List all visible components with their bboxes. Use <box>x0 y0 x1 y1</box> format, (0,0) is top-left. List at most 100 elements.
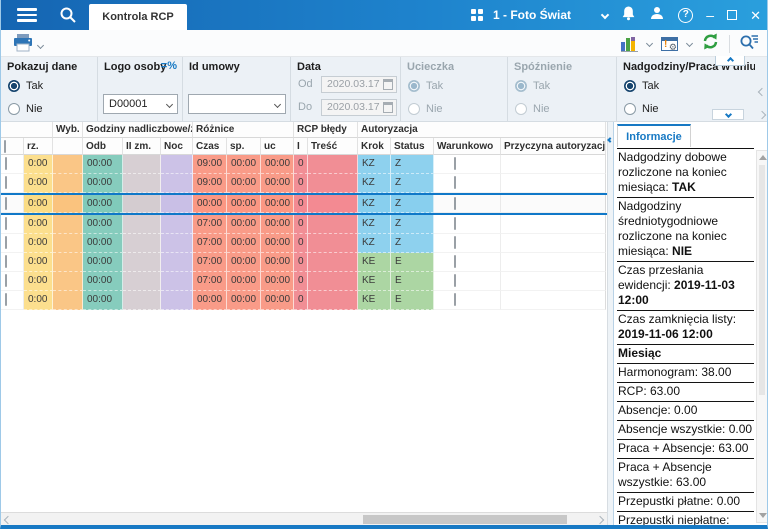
cell-tresc[interactable] <box>308 272 358 291</box>
help-icon[interactable]: ? <box>678 7 694 23</box>
cell-rz[interactable]: 0:00 <box>24 155 53 174</box>
cell-krok[interactable]: KE <box>358 272 391 291</box>
col-sp[interactable]: sp. <box>227 138 261 155</box>
cell-noc[interactable] <box>161 155 193 174</box>
cell-krok[interactable]: KZ <box>358 234 391 253</box>
cell-wyb[interactable] <box>53 253 83 272</box>
group-godziny-nadliczbowe[interactable]: Godziny nadliczbowe/zl <box>83 122 193 138</box>
calendar-icon[interactable] <box>383 102 393 113</box>
alerts-settings-icon[interactable]: ! ⚙ <box>661 36 678 51</box>
cell-odb[interactable]: 00:00 <box>83 215 123 234</box>
cell-sp[interactable]: 00:00 <box>227 291 261 310</box>
col-czas[interactable]: Czas <box>193 138 227 155</box>
cell-czas[interactable]: 09:00 <box>193 174 227 193</box>
bell-icon[interactable] <box>621 5 636 26</box>
chevron-down-icon[interactable] <box>601 10 610 20</box>
table-row[interactable]: 0:00 00:00 07:00 00:00 00:00 0 KZ Z <box>1 215 607 234</box>
cell-noc[interactable] <box>161 174 193 193</box>
date-od-field[interactable]: 2020.03.17 <box>321 76 397 93</box>
menu-icon[interactable] <box>17 8 37 22</box>
print-dropdown-icon[interactable] <box>36 41 45 49</box>
cell-i[interactable]: 0 <box>294 234 308 253</box>
cell-rz[interactable]: 0:00 <box>24 215 53 234</box>
id-umowy-select[interactable] <box>188 94 286 114</box>
cell-noc[interactable] <box>161 272 193 291</box>
cell-sp[interactable]: 00:00 <box>227 253 261 272</box>
chart-icon[interactable] <box>621 36 638 52</box>
cell-i[interactable]: 0 <box>294 195 308 213</box>
compare-percent-icon[interactable]: =% <box>160 60 177 72</box>
row-checkbox[interactable] <box>1 291 24 310</box>
cell-wyb[interactable] <box>53 234 83 253</box>
cell-wyb[interactable] <box>53 272 83 291</box>
cell-warunkowo-checkbox[interactable] <box>434 234 501 253</box>
cell-warunkowo-checkbox[interactable] <box>434 253 501 272</box>
cell-i[interactable]: 0 <box>294 155 308 174</box>
cell-warunkowo-checkbox[interactable] <box>434 291 501 310</box>
cell-czas[interactable]: 00:00 <box>193 291 227 310</box>
cell-status[interactable]: E <box>391 272 434 291</box>
cell-rz[interactable]: 0:00 <box>24 272 53 291</box>
cell-status[interactable]: Z <box>391 195 434 213</box>
col-i[interactable]: I <box>294 138 308 155</box>
cell-przyczyna[interactable] <box>501 253 606 272</box>
cell-rz[interactable]: 0:00 <box>24 253 53 272</box>
cell-warunkowo-checkbox[interactable] <box>434 272 501 291</box>
cell-odb[interactable]: 00:00 <box>83 272 123 291</box>
cell-przyczyna[interactable] <box>501 234 606 253</box>
cell-przyczyna[interactable] <box>501 291 606 310</box>
radio-tak[interactable]: Tak <box>8 80 43 92</box>
panel-splitter[interactable] <box>607 122 614 525</box>
col-ii-zm[interactable]: II zm. <box>123 138 161 155</box>
table-row[interactable]: 0:00 00:00 07:00 00:00 00:00 0 KE E <box>1 253 607 272</box>
table-row[interactable]: 0:00 00:00 07:00 00:00 00:00 0 KZ Z <box>1 234 607 253</box>
cell-wyb[interactable] <box>53 174 83 193</box>
cell-noc[interactable] <box>161 291 193 310</box>
cell-ii-zm[interactable] <box>123 195 161 213</box>
radio-nie[interactable]: Nie <box>8 103 43 115</box>
scroll-up-icon[interactable] <box>759 155 767 160</box>
cell-przyczyna[interactable] <box>501 174 606 193</box>
cell-przyczyna[interactable] <box>501 272 606 291</box>
cell-uc[interactable]: 00:00 <box>261 174 294 193</box>
col-tresc[interactable]: Treść <box>308 138 358 155</box>
radio-icon[interactable] <box>8 103 20 115</box>
group-roznice[interactable]: Różnice <box>193 122 294 138</box>
cell-czas[interactable]: 07:00 <box>193 272 227 291</box>
cell-status[interactable]: Z <box>391 155 434 174</box>
cell-tresc[interactable] <box>308 174 358 193</box>
cell-tresc[interactable] <box>308 291 358 310</box>
cell-tresc[interactable] <box>308 253 358 272</box>
scroll-left-icon[interactable] <box>3 515 13 525</box>
table-row[interactable]: 0:00 00:00 00:00 00:00 00:00 0 KZ Z <box>1 193 607 215</box>
cell-sp[interactable]: 00:00 <box>227 195 261 213</box>
cell-przyczyna[interactable] <box>501 195 606 213</box>
cell-sp[interactable]: 00:00 <box>227 272 261 291</box>
tab-kontrola-rcp[interactable]: Kontrola RCP <box>89 4 187 30</box>
scroll-down-icon[interactable] <box>759 513 767 518</box>
cell-noc[interactable] <box>161 234 193 253</box>
alerts-dropdown-icon[interactable] <box>685 39 694 48</box>
cell-czas[interactable]: 07:00 <box>193 253 227 272</box>
cell-uc[interactable]: 00:00 <box>261 272 294 291</box>
cell-rz[interactable]: 0:00 <box>24 234 53 253</box>
cell-uc[interactable]: 00:00 <box>261 215 294 234</box>
cell-krok[interactable]: KZ <box>358 174 391 193</box>
cell-odb[interactable]: 00:00 <box>83 155 123 174</box>
filter-expand-button[interactable] <box>712 109 744 120</box>
search-icon[interactable] <box>59 6 77 29</box>
logo-osoby-select[interactable]: D00001 <box>103 94 178 114</box>
cell-status[interactable]: Z <box>391 215 434 234</box>
col-rz[interactable]: rz. <box>24 138 53 155</box>
cell-przyczyna[interactable] <box>501 155 606 174</box>
calendar-icon[interactable] <box>383 79 393 90</box>
cell-ii-zm[interactable] <box>123 272 161 291</box>
cell-tresc[interactable] <box>308 234 358 253</box>
cell-status[interactable]: E <box>391 253 434 272</box>
table-row[interactable]: 0:00 00:00 00:00 00:00 00:00 0 KE E <box>1 291 607 310</box>
cell-tresc[interactable] <box>308 215 358 234</box>
cell-odb[interactable]: 00:00 <box>83 234 123 253</box>
row-checkbox[interactable] <box>1 155 24 174</box>
cell-czas[interactable]: 07:00 <box>193 234 227 253</box>
row-checkbox[interactable] <box>1 234 24 253</box>
